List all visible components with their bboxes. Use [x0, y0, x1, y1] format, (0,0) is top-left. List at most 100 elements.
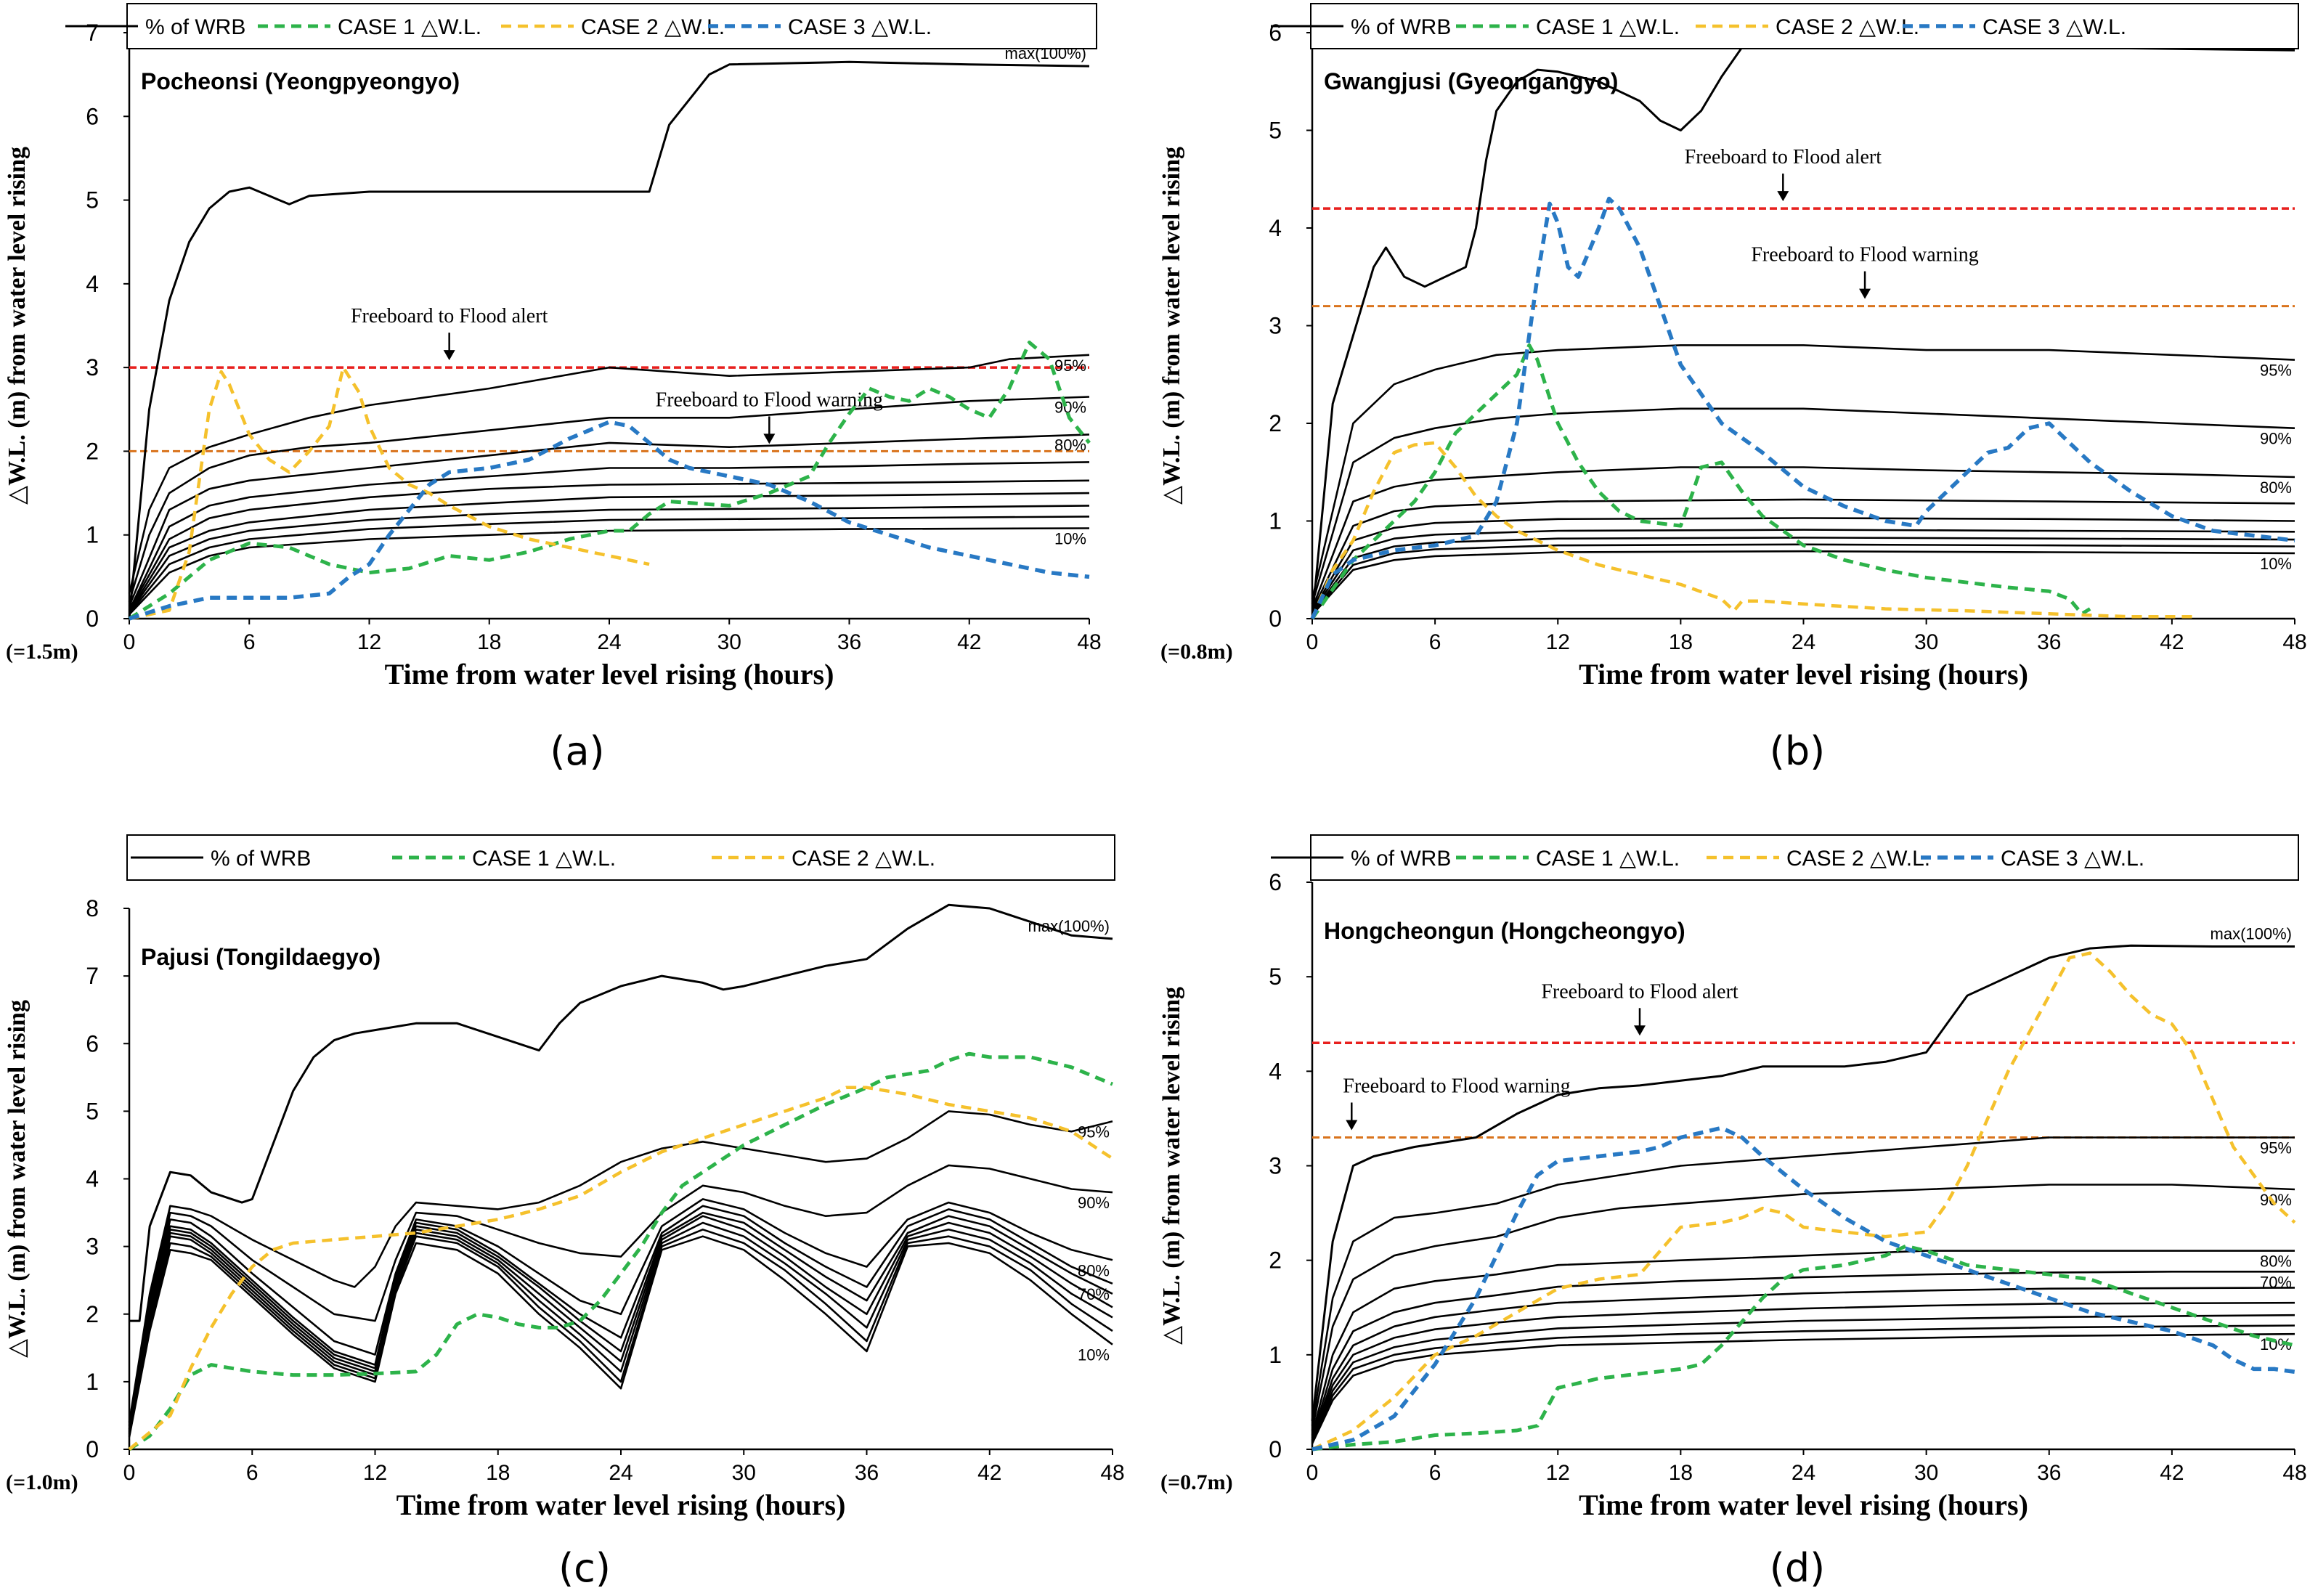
wrb-curve — [128, 60, 1090, 619]
chart-title: Pocheonsi (Yeongpyeongyo) — [141, 68, 460, 94]
wrb-curve — [1311, 466, 2295, 609]
wrb-curve — [1311, 46, 2295, 619]
baseline-note: (=1.0m) — [6, 1470, 78, 1494]
wrb-curve — [128, 1235, 1113, 1438]
x-tick-label: 6 — [1429, 630, 1441, 654]
warning-annotation-label: Freeboard to Flood warning — [1343, 1075, 1570, 1097]
wrb-curve — [129, 527, 1090, 616]
wrb-curve-label: 95% — [2260, 1139, 2292, 1157]
case1-series-line — [1311, 1244, 2295, 1452]
legend-label-case1: CASE 1 △W.L. — [338, 15, 481, 39]
wrb-curve-label: 90% — [2260, 430, 2292, 448]
wrb-curve — [128, 1110, 1113, 1423]
legend-label-case3: CASE 3 △W.L. — [1982, 15, 2126, 39]
x-tick-label: 42 — [957, 630, 981, 654]
x-tick-label: 24 — [1792, 1461, 1815, 1485]
wrb-curve — [128, 492, 1090, 613]
alert-annotation-label: Freeboard to Flood alert — [1541, 980, 1738, 1003]
wrb-curve — [129, 903, 1113, 1322]
wrb-curve-label: max(100%) — [2211, 925, 2292, 943]
case1-series-line — [128, 1051, 1113, 1452]
x-tick-label: 48 — [1100, 1461, 1124, 1485]
wrb-curve-label: 90% — [1078, 1194, 1110, 1212]
y-tick-label: 5 — [86, 1098, 99, 1124]
alert-annotation-label: Freeboard to Flood alert — [1685, 146, 1882, 168]
annotation-arrow-icon — [1634, 1025, 1646, 1036]
legend-box — [126, 3, 1097, 49]
case2-series-line — [129, 365, 650, 621]
wrb-curve — [128, 1221, 1113, 1435]
x-tick-label: 24 — [1792, 630, 1815, 654]
y-tick-label: 7 — [86, 963, 99, 989]
wrb-curve — [1311, 407, 2295, 605]
annotation-arrow-icon — [443, 350, 455, 361]
x-tick-label: 12 — [363, 1461, 387, 1485]
y-tick-label: 6 — [1269, 20, 1282, 46]
wrb-curve-label: 90% — [1054, 398, 1086, 416]
y-tick-label: 3 — [86, 1234, 99, 1260]
panel-caption-b: (b) — [1769, 728, 1826, 774]
legend-label-case2: CASE 2 △W.L. — [1776, 15, 1919, 39]
x-tick-label: 0 — [1306, 1461, 1319, 1485]
wrb-curve — [128, 1211, 1113, 1433]
x-axis-title: Time from water level rising (hours) — [385, 658, 834, 691]
wrb-curve — [1311, 550, 2295, 616]
wrb-curve — [1311, 344, 2295, 600]
y-tick-label: 5 — [1269, 118, 1282, 144]
wrb-curve — [1311, 1250, 2295, 1436]
x-tick-label: 18 — [477, 630, 501, 654]
y-tick-label: 0 — [86, 606, 99, 632]
y-tick-label: 4 — [1269, 1058, 1282, 1084]
wrb-curve — [128, 1164, 1113, 1426]
wrb-curve-label: max(100%) — [1028, 917, 1110, 935]
y-tick-label: 2 — [1269, 410, 1282, 436]
chart-panel-a: 0 6 12 18 24 30 36 42 48 0 1 2 3 4 5 6 7 Time from water … — [0, 0, 1155, 798]
chart-title: Pajusi (Tongildaegyo) — [141, 944, 381, 970]
y-tick-label: 5 — [1269, 964, 1282, 990]
x-axis-title: Time from water level rising (hours) — [1579, 658, 2028, 691]
y-axis-title: △W.L. (m) from water level rising — [1158, 147, 1185, 505]
y-tick-label: 2 — [86, 438, 99, 464]
x-tick-label: 36 — [2037, 630, 2061, 654]
wrb-curve — [128, 1198, 1113, 1430]
legend-label-case2: CASE 2 △W.L. — [581, 15, 725, 39]
x-tick-label: 48 — [2282, 1461, 2306, 1485]
y-tick-label: 7 — [86, 20, 99, 46]
y-tick-label: 5 — [86, 187, 99, 213]
wrb-curve-label: 10% — [1054, 529, 1086, 547]
case2-series-line — [128, 1086, 1114, 1451]
chart-panel-c: 0 6 12 18 24 30 36 42 48 0 1 2 3 4 5 6 7 8 Time from water… — [0, 798, 1155, 1596]
x-axis-title: Time from water level rising (hours) — [1579, 1489, 2028, 1521]
y-tick-label: 4 — [86, 1166, 99, 1192]
chart-panel-d: 0 6 12 18 24 30 36 42 48 0 1 2 3 4 5 6 Time from water l… — [1155, 798, 2309, 1596]
legend-label-case2: CASE 2 △W.L. — [1786, 847, 1930, 871]
x-tick-label: 0 — [1306, 630, 1319, 654]
x-tick-label: 36 — [2037, 1461, 2061, 1485]
x-tick-label: 0 — [123, 1461, 136, 1485]
case2-series-line — [1311, 951, 2296, 1452]
x-tick-label: 36 — [837, 630, 861, 654]
wrb-curve-label: 95% — [1054, 357, 1086, 375]
y-tick-label: 1 — [1269, 1342, 1282, 1368]
y-tick-label: 3 — [1269, 1153, 1282, 1179]
wrb-curve — [1311, 1271, 2295, 1438]
annotation-arrow-icon — [763, 433, 776, 444]
wrb-curve — [1311, 537, 2295, 615]
wrb-curve — [128, 1215, 1113, 1433]
legend-label-case1: CASE 1 △W.L. — [1536, 847, 1680, 871]
y-axis-title: △W.L. (m) from water level rising — [1158, 987, 1185, 1345]
wrb-curve — [1311, 1184, 2295, 1431]
annotation-arrow-icon — [1777, 191, 1789, 202]
wrb-curve-label: 10% — [1078, 1346, 1110, 1364]
x-tick-label: 12 — [357, 630, 381, 654]
x-tick-label: 30 — [1914, 630, 1938, 654]
legend-label-case3: CASE 3 △W.L. — [788, 15, 932, 39]
panel-caption-a: (a) — [550, 728, 605, 774]
y-tick-label: 4 — [86, 271, 99, 297]
y-tick-label: 1 — [1269, 508, 1282, 534]
wrb-curve — [128, 1205, 1113, 1431]
y-tick-label: 1 — [86, 522, 99, 548]
